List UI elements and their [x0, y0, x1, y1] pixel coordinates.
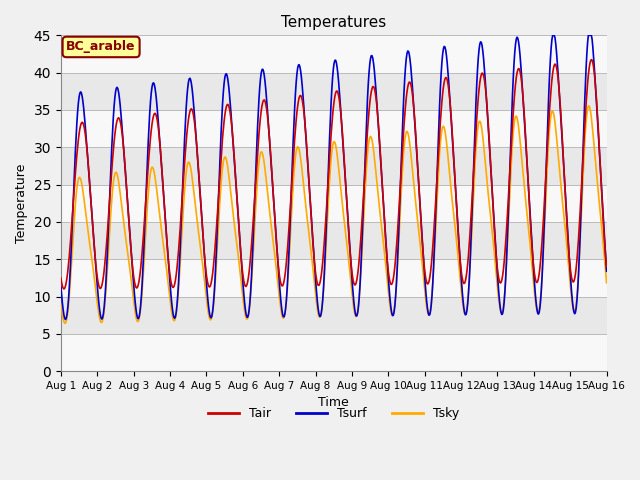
Tsurf	[549, 33, 557, 38]
Bar	[61, 222, 607, 259]
Line: Tair: Tair	[61, 60, 607, 289]
Tsky	[57, 301, 65, 307]
Tsurf	[57, 284, 65, 289]
Bar	[61, 72, 607, 110]
Tair	[588, 57, 595, 62]
Line: Tsky: Tsky	[61, 106, 607, 323]
Tsky	[585, 103, 593, 109]
Tsurf	[179, 172, 187, 178]
Tsky	[124, 250, 132, 255]
Tsky	[179, 209, 187, 215]
Bar	[61, 259, 607, 297]
Tsurf	[68, 240, 76, 245]
Tsurf	[401, 76, 408, 82]
Bar	[61, 36, 607, 72]
Tsky	[603, 280, 611, 286]
Tsky	[61, 320, 68, 326]
Tair	[208, 276, 216, 282]
Title: Temperatures: Temperatures	[281, 15, 387, 30]
Tsky	[401, 138, 408, 144]
Tair	[68, 225, 76, 230]
Bar	[61, 185, 607, 222]
X-axis label: Time: Time	[318, 396, 349, 409]
Tair	[179, 181, 187, 187]
Tsurf	[417, 211, 424, 216]
Text: BC_arable: BC_arable	[67, 40, 136, 53]
Bar	[61, 147, 607, 185]
Tair	[57, 275, 65, 281]
Legend: Tair, Tsurf, Tsky: Tair, Tsurf, Tsky	[203, 402, 465, 425]
Tsky	[208, 314, 216, 320]
Bar	[61, 297, 607, 334]
Tsurf	[61, 317, 69, 323]
Tair	[603, 264, 611, 269]
Tsurf	[208, 313, 216, 319]
Bar	[61, 334, 607, 371]
Tsky	[68, 260, 76, 266]
Tair	[124, 201, 132, 207]
Tsurf	[124, 201, 132, 206]
Tair	[417, 214, 424, 220]
Tsurf	[603, 268, 611, 274]
Tair	[401, 113, 408, 119]
Bar	[61, 110, 607, 147]
Y-axis label: Temperature: Temperature	[15, 164, 28, 243]
Tair	[60, 286, 68, 292]
Line: Tsurf: Tsurf	[61, 36, 607, 320]
Tsky	[417, 245, 424, 251]
